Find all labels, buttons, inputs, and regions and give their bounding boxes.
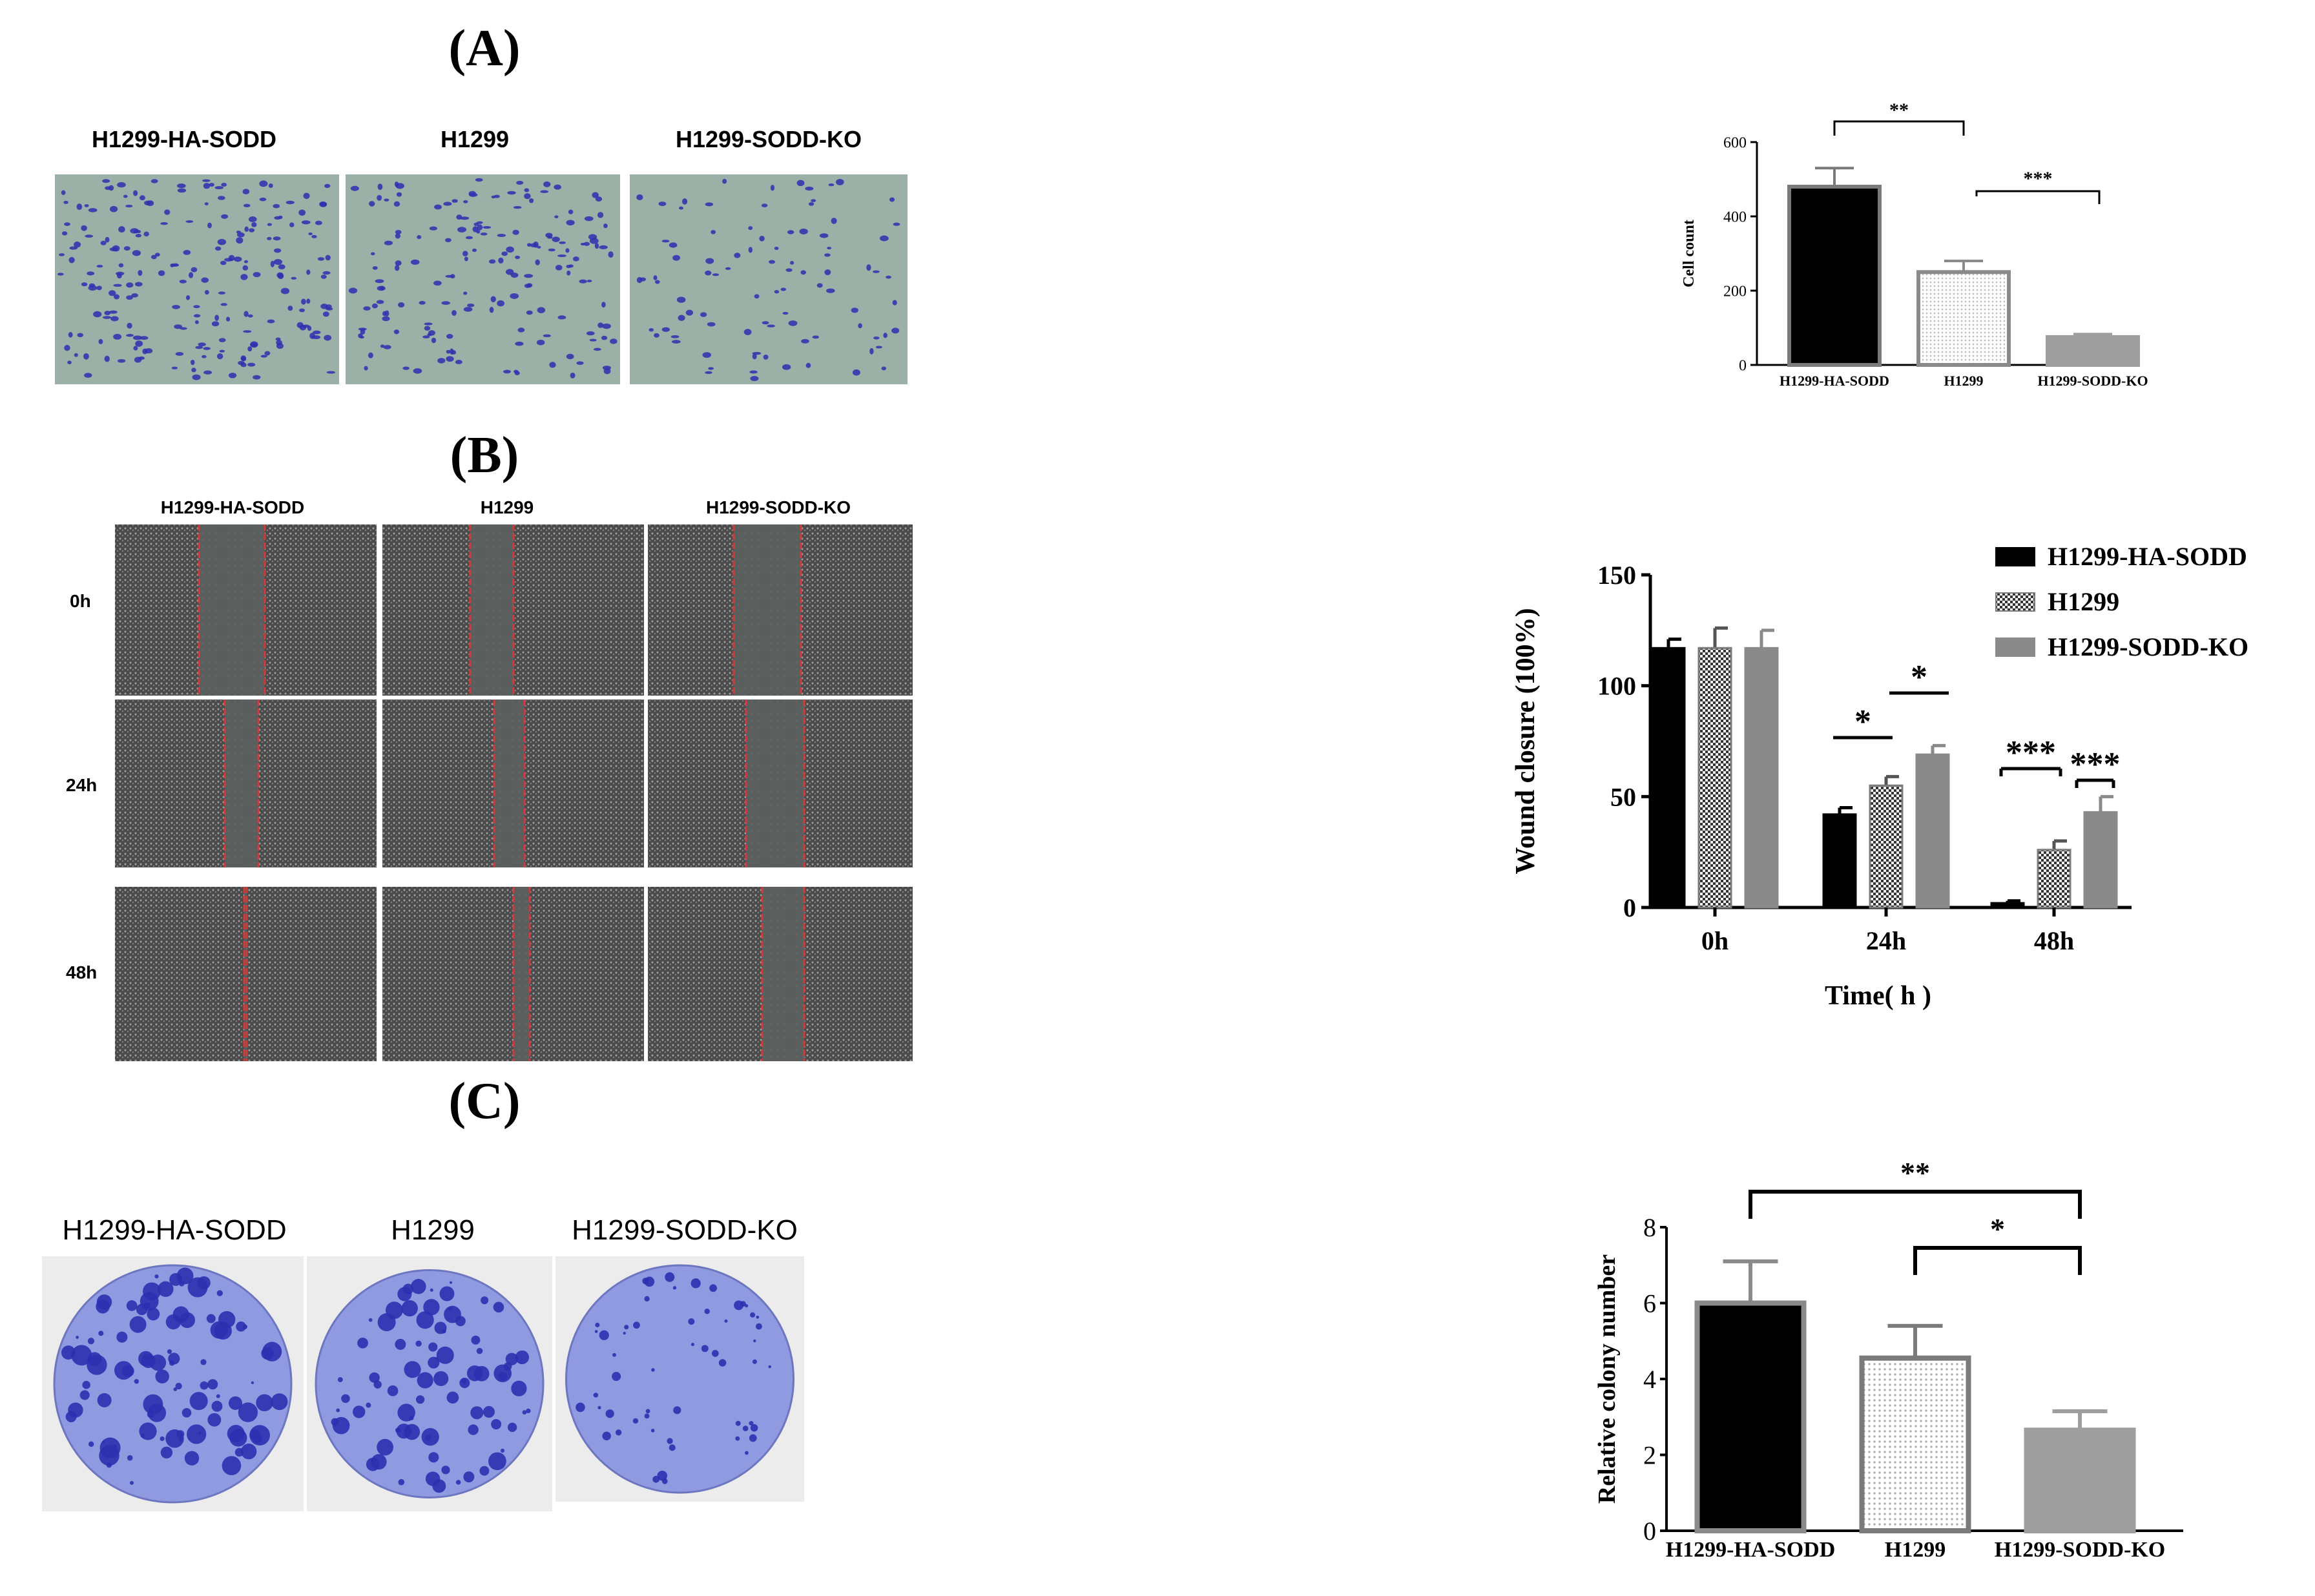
panel-b-letter: (B) [450,427,519,484]
y-tick-label: 6 [1643,1289,1656,1318]
y-tick-label: 100 [1597,672,1636,701]
x-axis-label: Time( h ) [1825,981,1931,1011]
bar [2083,811,2118,909]
chart-a-cell-count: 0 200 400 600 Cell count H1299-HA-SODD H1299 H1… [1681,99,2148,389]
significance-c-2 [1913,1246,2082,1275]
bar [1990,902,2025,909]
bar [1915,753,1950,909]
panel-b-row-24h: 24h [66,775,98,795]
panel-b-row-48h: 48h [66,962,98,982]
y-tick-label: 400 [1723,209,1747,225]
legend-label-0: H1299-HA-SODD [2048,542,2247,571]
bar [1822,813,1857,909]
y-axis-label: Wound closure (100%) [1511,608,1541,874]
transwell-image-3 [630,174,908,384]
y-tick-label: 0 [1643,1517,1656,1546]
y-tick-label: 50 [1610,782,1636,811]
chart-b-wound-closure: 0 50 100 150 Wound closure (100%) Time( h ) 0h… [1511,542,2248,1011]
panel-b-row-0h: 0h [70,591,91,611]
x-tick-label: H1299-SODD-KO [2037,373,2148,389]
panel-b-label-1: H1299-HA-SODD [160,497,305,517]
chart-c-colony-number: 0 2 4 6 8 Relative colony number H1299-HA-SODD… [1594,1156,2183,1562]
significance-a-1 [1833,120,1965,136]
y-tick-label: 0 [1623,893,1636,922]
significance-b-4-label: *** [2070,746,2121,783]
x-tick-label: H1299-HA-SODD [1666,1538,1836,1562]
bar [1859,1355,1971,1533]
significance-a-2 [1975,190,2101,204]
significance-b-1-label: * [1854,703,1871,740]
y-tick-label: 0 [1739,357,1747,374]
bar [1869,784,1904,909]
y-axis-label: Cell count [1681,220,1697,287]
panel-b-label-3: H1299-SODD-KO [705,497,851,517]
y-tick-label: 150 [1597,561,1636,590]
significance-b-3-label: *** [2006,734,2056,771]
bar [2046,335,2140,367]
x-tick-label: H1299-HA-SODD [1780,373,1889,389]
x-tick-label: H1299 [1885,1538,1946,1562]
significance-c-2-label: * [1990,1212,2005,1245]
significance-b-2-label: * [1911,659,1927,696]
bar [1787,185,1882,367]
bar [1697,647,1732,909]
panel-a-label-3: H1299-SODD-KO [675,126,862,152]
x-tick-label: 48h [2034,926,2074,955]
legend-swatch-0 [1995,547,2035,566]
panel-c-label-2: H1299 [391,1214,475,1246]
x-tick-label: H1299-SODD-KO [1995,1538,2165,1562]
significance-a-2-label: *** [2024,168,2053,189]
panel-a-label-1: H1299-HA-SODD [91,126,277,152]
legend-swatch-2 [1995,637,2035,657]
y-tick-label: 4 [1643,1365,1656,1394]
bar [2037,849,2071,909]
panel-c-label-1: H1299-HA-SODD [62,1214,287,1246]
y-axis-label: Relative colony number [1594,1254,1621,1504]
bar [1744,647,1779,909]
bar [2024,1427,2136,1533]
significance-c-1-label: ** [1900,1156,1930,1189]
legend-label-2: H1299-SODD-KO [2048,632,2248,661]
panel-c-label-3: H1299-SODD-KO [572,1214,798,1246]
colony-plate-3 [565,1264,794,1494]
panel-a-letter: (A) [448,20,521,77]
y-tick-label: 600 [1723,134,1747,151]
bar [1651,647,1686,909]
y-tick-label: 8 [1643,1213,1656,1242]
panel-a-label-2: H1299 [440,126,510,152]
significance-a-1-label: ** [1889,99,1909,121]
legend-swatch-1 [1995,592,2035,612]
transwell-image-2 [346,174,620,384]
x-tick-label: H1299 [1944,373,1983,389]
y-tick-label: 2 [1643,1441,1656,1470]
panel-c-letter: (C) [448,1073,521,1130]
panel-b-label-2: H1299 [480,497,534,517]
significance-c-1 [1749,1190,2082,1219]
transwell-image-1 [55,174,339,384]
x-tick-label: 0h [1701,926,1728,955]
bar [1694,1300,1807,1533]
bar [1916,270,2011,367]
y-tick-label: 200 [1723,283,1747,300]
legend-label-1: H1299 [2048,587,2119,616]
x-tick-label: 24h [1866,926,1906,955]
